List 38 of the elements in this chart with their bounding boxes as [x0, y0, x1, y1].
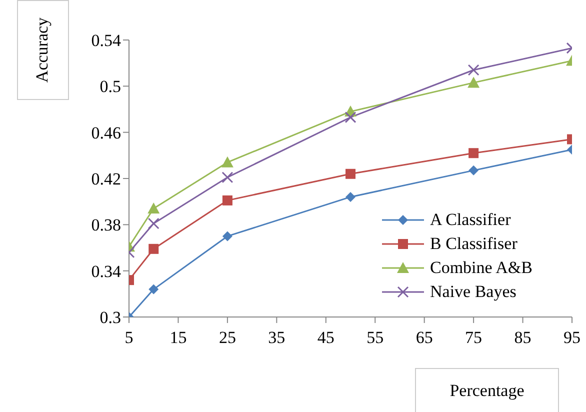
point [222, 231, 232, 242]
x-tick-label: 25 [218, 328, 236, 348]
point [346, 168, 356, 179]
legend-label: Combine A&B [430, 258, 532, 278]
x-tick-label: 95 [564, 328, 580, 348]
x-tick-label: 5 [124, 328, 134, 348]
point [148, 202, 160, 214]
point [221, 156, 234, 168]
point [222, 172, 234, 184]
x-tick-label: 15 [170, 328, 187, 348]
point [468, 148, 479, 158]
legend-label: Naive Bayes [430, 282, 516, 302]
point [468, 64, 480, 76]
y-tick-label: 0.34 [91, 262, 122, 281]
x-tick-label: 75 [465, 328, 482, 348]
point [148, 218, 160, 230]
x-tick-label: 35 [268, 328, 286, 348]
y-tick-label: 0.5 [100, 77, 121, 96]
y-tick-label: 0.38 [91, 216, 121, 235]
point [468, 76, 480, 88]
point [148, 244, 159, 254]
y-axis-title: Accuracy [33, 17, 53, 83]
x-tick-label: 45 [317, 328, 334, 348]
point [468, 165, 479, 176]
x-tick-label: 55 [366, 328, 384, 348]
legend-label: A Classifier [430, 210, 511, 230]
y-tick-label: 0.3 [100, 308, 121, 328]
legend-label: B Classifiser [430, 234, 518, 254]
x-axis-title: Percentage [415, 368, 559, 412]
point [222, 195, 232, 206]
y-tick-label: 0.46 [91, 123, 121, 142]
point [344, 112, 356, 124]
x-tick-label: 85 [514, 328, 532, 348]
point [346, 192, 356, 202]
y-tick-label: 0.42 [91, 170, 121, 189]
x-tick-label: 65 [416, 328, 433, 348]
y-tick-label: 0.54 [91, 31, 122, 50]
point [148, 284, 159, 294]
